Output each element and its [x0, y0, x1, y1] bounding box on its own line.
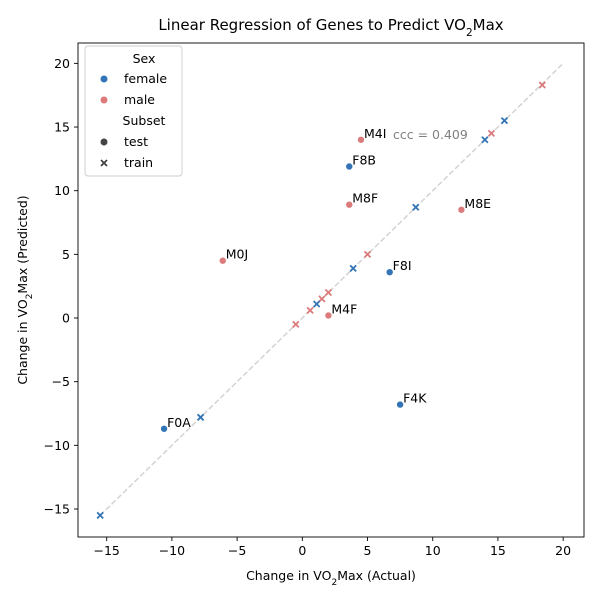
x-tick-label: −15	[93, 543, 119, 558]
legend-frame	[84, 45, 183, 177]
y-tick-label: −5	[52, 374, 70, 389]
legend-title-sex: Sex	[133, 51, 156, 66]
y-tick-label: 5	[62, 247, 70, 262]
legend-label-train: train	[124, 155, 153, 170]
x-tick-label: 10	[425, 543, 441, 558]
x-tick-label: 15	[490, 543, 506, 558]
data-point-train	[487, 129, 496, 138]
data-point-test	[457, 205, 466, 214]
x-axis-title-subscript: 2	[331, 578, 337, 588]
data-point-test	[345, 200, 354, 209]
axis-ticks: −15 −10 −5 0 5 10 15 20 −15 −10 −5 0 5 10 15 20	[44, 56, 572, 558]
data-point-train	[306, 306, 314, 315]
y-tick-label: 0	[62, 311, 70, 326]
data-point-train	[196, 413, 205, 421]
data-point-test	[218, 256, 227, 265]
y-axis-title-subscript: 2	[25, 294, 35, 300]
data-point-train	[349, 264, 357, 272]
data-point-train	[363, 250, 372, 258]
y-tick-label: −10	[44, 438, 70, 453]
x-tick-label: −10	[159, 543, 185, 558]
data-points	[96, 81, 546, 519]
y-axis-title: Change in VO2Max (Predicted)	[15, 195, 35, 384]
data-point-train	[412, 203, 420, 211]
legend-title-subset: Subset	[123, 113, 166, 128]
data-point-train	[96, 511, 104, 519]
data-point-train	[481, 136, 489, 144]
plot-area	[77, 42, 585, 538]
point-label: F4K	[403, 391, 427, 406]
point-label: F0A	[167, 415, 191, 430]
y-tick-label: 15	[54, 120, 70, 135]
point-label: M8E	[464, 196, 491, 211]
data-point-test	[160, 424, 168, 433]
data-point-test	[357, 135, 365, 144]
point-labels: M4I F8B M8F M8E M0J F8I M4F F4K F0A	[167, 126, 491, 430]
x-axis-title: Change in VO2Max (Actual)	[246, 568, 416, 588]
data-point-test	[396, 400, 404, 409]
x-tick-label: 20	[555, 543, 571, 558]
data-point-train	[538, 81, 546, 89]
data-point-test	[385, 268, 394, 276]
y-tick-label: −15	[44, 501, 70, 516]
point-label: M4I	[364, 126, 386, 141]
data-point-train	[324, 288, 333, 297]
legend-label-female: female	[124, 71, 167, 86]
ccc-annotation: ccc = 0.409	[393, 127, 468, 142]
data-point-train	[500, 117, 509, 125]
data-point-test	[345, 162, 354, 171]
data-point-train	[313, 300, 321, 308]
chart-title-subscript: 2	[466, 27, 473, 39]
point-label: M0J	[226, 247, 248, 262]
point-label: M4F	[331, 301, 357, 316]
data-point-test	[324, 311, 333, 320]
x-tick-label: −5	[228, 543, 246, 558]
data-point-train	[318, 295, 326, 303]
legend-marker-train	[100, 159, 108, 167]
legend-label-male: male	[124, 92, 155, 107]
chart-title: Linear Regression of Genes to Predict VO…	[158, 16, 503, 39]
legend-marker-test	[100, 138, 108, 146]
y-tick-label: 20	[54, 56, 70, 71]
y-tick-label: 10	[54, 183, 70, 198]
point-label: F8B	[352, 153, 376, 168]
legend-label-test: test	[124, 134, 148, 149]
point-label: M8F	[352, 191, 378, 206]
legend-marker-female	[100, 75, 108, 83]
legend-marker-male	[100, 96, 108, 104]
x-tick-label: 0	[298, 543, 306, 558]
data-point-train	[292, 320, 300, 329]
legend: Sex female male Subset test train	[84, 45, 183, 177]
x-tick-label: 5	[364, 543, 372, 558]
point-label: F8I	[393, 258, 412, 273]
